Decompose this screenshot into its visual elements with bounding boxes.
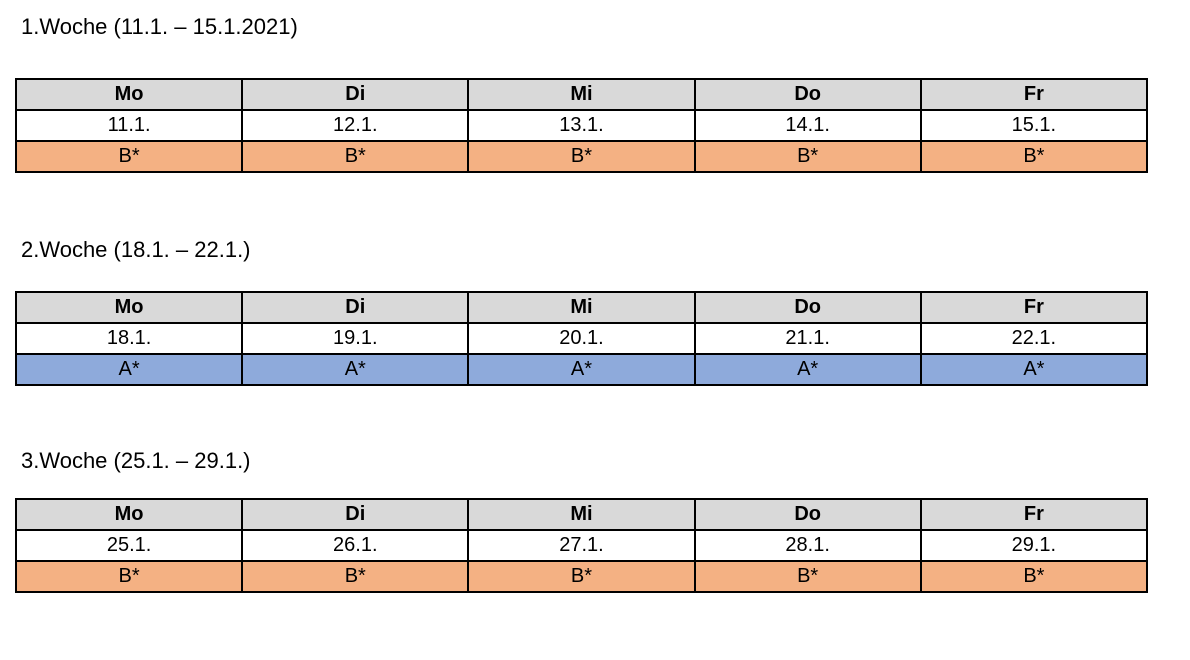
date-cell: 26.1. [241,529,470,562]
date-cell: 18.1. [14,322,244,355]
group-cell: B* [241,140,470,173]
week-1-date-row: 11.1. 12.1. 13.1. 14.1. 15.1. [14,109,1149,142]
day-header-fr: Fr [919,498,1149,531]
day-header-fr: Fr [919,78,1149,111]
week-1-table: Mo Di Mi Do Fr 11.1. 12.1. 13.1. 14.1. 1… [14,78,1149,173]
week-3-date-row: 25.1. 26.1. 27.1. 28.1. 29.1. [14,529,1149,562]
week-2-title: 2.Woche (18.1. – 22.1.) [21,237,251,262]
date-cell: 12.1. [241,109,470,142]
week-3-title: 3.Woche (25.1. – 29.1.) [21,448,251,473]
day-header-fr: Fr [919,291,1149,324]
day-header-mo: Mo [14,78,244,111]
week-1-day-header-row: Mo Di Mi Do Fr [14,78,1149,111]
week-2-day-header-row: Mo Di Mi Do Fr [14,291,1149,324]
group-cell: B* [14,140,244,173]
day-header-mo: Mo [14,291,244,324]
day-header-di: Di [241,78,470,111]
group-cell: B* [693,560,922,593]
date-cell: 20.1. [467,322,696,355]
date-cell: 27.1. [467,529,696,562]
group-cell: B* [241,560,470,593]
group-cell: A* [241,353,470,386]
day-header-di: Di [241,498,470,531]
day-header-di: Di [241,291,470,324]
date-cell: 19.1. [241,322,470,355]
week-2-date-row: 18.1. 19.1. 20.1. 21.1. 22.1. [14,322,1149,355]
week-3-group-row: B* B* B* B* B* [14,560,1149,593]
date-cell: 28.1. [693,529,922,562]
date-cell: 14.1. [693,109,922,142]
day-header-mi: Mi [467,498,696,531]
week-3-table: Mo Di Mi Do Fr 25.1. 26.1. 27.1. 28.1. 2… [14,498,1149,593]
date-cell: 13.1. [467,109,696,142]
week-3-day-header-row: Mo Di Mi Do Fr [14,498,1149,531]
group-cell: A* [14,353,244,386]
group-cell: B* [467,140,696,173]
date-cell: 22.1. [919,322,1149,355]
week-1-title: 1.Woche (11.1. – 15.1.2021) [21,14,298,39]
group-cell: B* [919,560,1149,593]
date-cell: 11.1. [14,109,244,142]
group-cell: B* [693,140,922,173]
week-1-group-row: B* B* B* B* B* [14,140,1149,173]
date-cell: 21.1. [693,322,922,355]
day-header-do: Do [693,78,922,111]
group-cell: B* [919,140,1149,173]
week-2-table: Mo Di Mi Do Fr 18.1. 19.1. 20.1. 21.1. 2… [14,291,1149,386]
group-cell: B* [467,560,696,593]
date-cell: 15.1. [919,109,1149,142]
group-cell: A* [693,353,922,386]
group-cell: A* [919,353,1149,386]
day-header-mi: Mi [467,78,696,111]
day-header-do: Do [693,498,922,531]
day-header-mi: Mi [467,291,696,324]
day-header-mo: Mo [14,498,244,531]
group-cell: B* [14,560,244,593]
date-cell: 25.1. [14,529,244,562]
day-header-do: Do [693,291,922,324]
date-cell: 29.1. [919,529,1149,562]
group-cell: A* [467,353,696,386]
week-2-group-row: A* A* A* A* A* [14,353,1149,386]
